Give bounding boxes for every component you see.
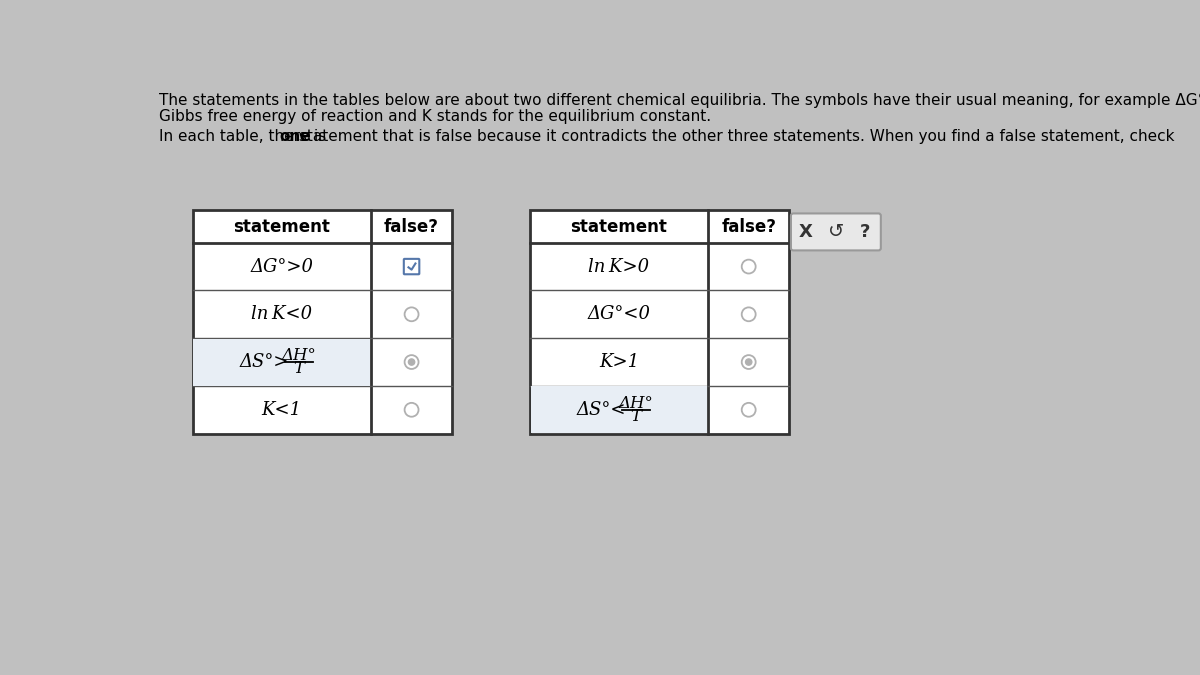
- Text: ΔG°<0: ΔG°<0: [587, 305, 650, 323]
- Bar: [193, 339, 370, 385]
- Text: ΔG°>0: ΔG°>0: [251, 258, 313, 275]
- Text: false?: false?: [721, 217, 776, 236]
- Text: X: X: [799, 223, 812, 241]
- Text: ln K<0: ln K<0: [251, 305, 312, 323]
- Text: false?: false?: [384, 217, 439, 236]
- Text: T: T: [630, 408, 642, 425]
- Circle shape: [408, 359, 415, 365]
- Text: one: one: [280, 129, 311, 144]
- Text: ΔH°: ΔH°: [281, 348, 317, 364]
- Text: ΔH°: ΔH°: [618, 395, 653, 412]
- Text: K<1: K<1: [262, 401, 302, 418]
- Text: In each table, there is: In each table, there is: [160, 129, 331, 144]
- Text: statement: statement: [570, 217, 667, 236]
- Text: ΔS°<: ΔS°<: [577, 401, 626, 418]
- Text: The statements in the tables below are about two different chemical equilibria. : The statements in the tables below are a…: [160, 93, 1200, 108]
- Bar: [529, 211, 790, 433]
- Text: ln K>0: ln K>0: [588, 258, 649, 275]
- FancyBboxPatch shape: [404, 259, 419, 274]
- Text: K>1: K>1: [599, 353, 638, 371]
- Text: statement that is false because it contradicts the other three statements. When : statement that is false because it contr…: [294, 129, 1175, 144]
- Text: ↺: ↺: [828, 223, 844, 242]
- FancyBboxPatch shape: [791, 213, 881, 250]
- Text: T: T: [293, 360, 305, 377]
- Text: statement: statement: [233, 217, 330, 236]
- Circle shape: [745, 359, 752, 365]
- Bar: [530, 386, 707, 433]
- Bar: [193, 211, 452, 433]
- Text: Gibbs free energy of reaction and K stands for the equilibrium constant.: Gibbs free energy of reaction and K stan…: [160, 109, 712, 124]
- Text: ?: ?: [860, 223, 870, 241]
- Text: ΔS°>: ΔS°>: [240, 353, 289, 371]
